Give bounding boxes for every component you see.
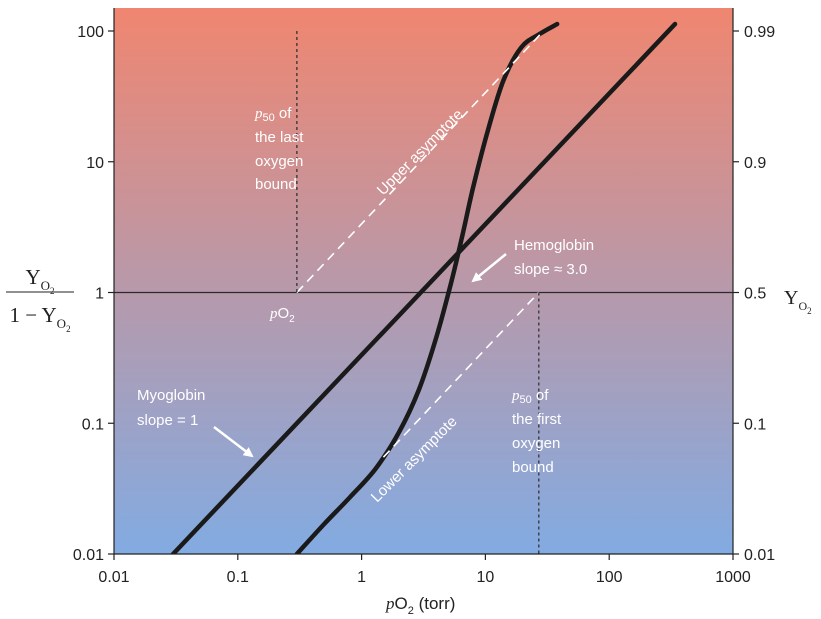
svg-text:pO2 (torr): pO2 (torr) — [385, 594, 455, 617]
y-right-tick-label: 0.9 — [744, 155, 766, 172]
myoglobin-label: Myoglobin slope = 1 — [137, 387, 205, 429]
x-tick-label: 100 — [596, 569, 623, 586]
x-axis-label: pO2 (torr) — [385, 594, 455, 617]
y-right-tick-label: 0.99 — [744, 24, 775, 41]
svg-text:the first: the first — [512, 411, 562, 428]
series-lower-asymptote — [382, 291, 540, 458]
svg-text:the last: the last — [255, 129, 304, 146]
plot-background — [114, 8, 733, 554]
svg-text:bound: bound — [512, 459, 554, 476]
svg-text:slope = 1: slope = 1 — [137, 412, 198, 429]
svg-text:bound: bound — [255, 176, 297, 193]
hemoglobin-label: Hemoglobin slope ≈ 3.0 — [514, 237, 594, 278]
p50-first-annotation: p50 of the first oxygen bound — [511, 387, 562, 476]
svg-text:slope ≈ 3.0: slope ≈ 3.0 — [514, 261, 587, 278]
svg-text:oxygen: oxygen — [255, 153, 303, 170]
x-tick-label: 1 — [357, 569, 366, 586]
x-tick-label: 0.1 — [227, 569, 249, 586]
y-right-axis-label: YO2 — [784, 287, 812, 316]
y-axis-label: YO2 1 − YO2 — [6, 265, 74, 334]
y-tick-label: 1 — [95, 286, 104, 303]
y-tick-label: 0.1 — [82, 416, 104, 433]
x-tick-label: 0.01 — [98, 569, 129, 586]
svg-text:p50 of: p50 of — [254, 105, 292, 124]
x-tick-label: 1000 — [715, 569, 751, 586]
svg-text:YO2: YO2 — [784, 287, 812, 316]
svg-text:p50 of: p50 of — [511, 387, 549, 406]
y-right-tick-label: 0.1 — [744, 416, 766, 433]
y-right-tick-label: 0.5 — [744, 286, 766, 303]
svg-text:1 − YO2: 1 − YO2 — [9, 303, 70, 334]
series-hemoglobin — [294, 21, 560, 554]
hemoglobin-arrow — [471, 253, 507, 283]
y-tick-label: 10 — [86, 155, 104, 172]
x-tick-label: 10 — [477, 569, 495, 586]
svg-text:oxygen: oxygen — [512, 435, 560, 452]
svg-text:Myoglobin: Myoglobin — [137, 387, 205, 404]
series-myoglobin — [170, 21, 678, 554]
y-tick-label: 0.01 — [73, 547, 104, 564]
svg-text:Hemoglobin: Hemoglobin — [514, 237, 594, 254]
y-right-tick-label: 0.01 — [744, 547, 775, 564]
po2-marker-label: pO2 — [269, 305, 295, 325]
svg-text:YO2: YO2 — [25, 265, 54, 296]
y-tick-label: 100 — [77, 24, 104, 41]
p50-last-annotation: p50 of the last oxygen bound — [254, 105, 304, 193]
myoglobin-arrow — [213, 426, 254, 458]
